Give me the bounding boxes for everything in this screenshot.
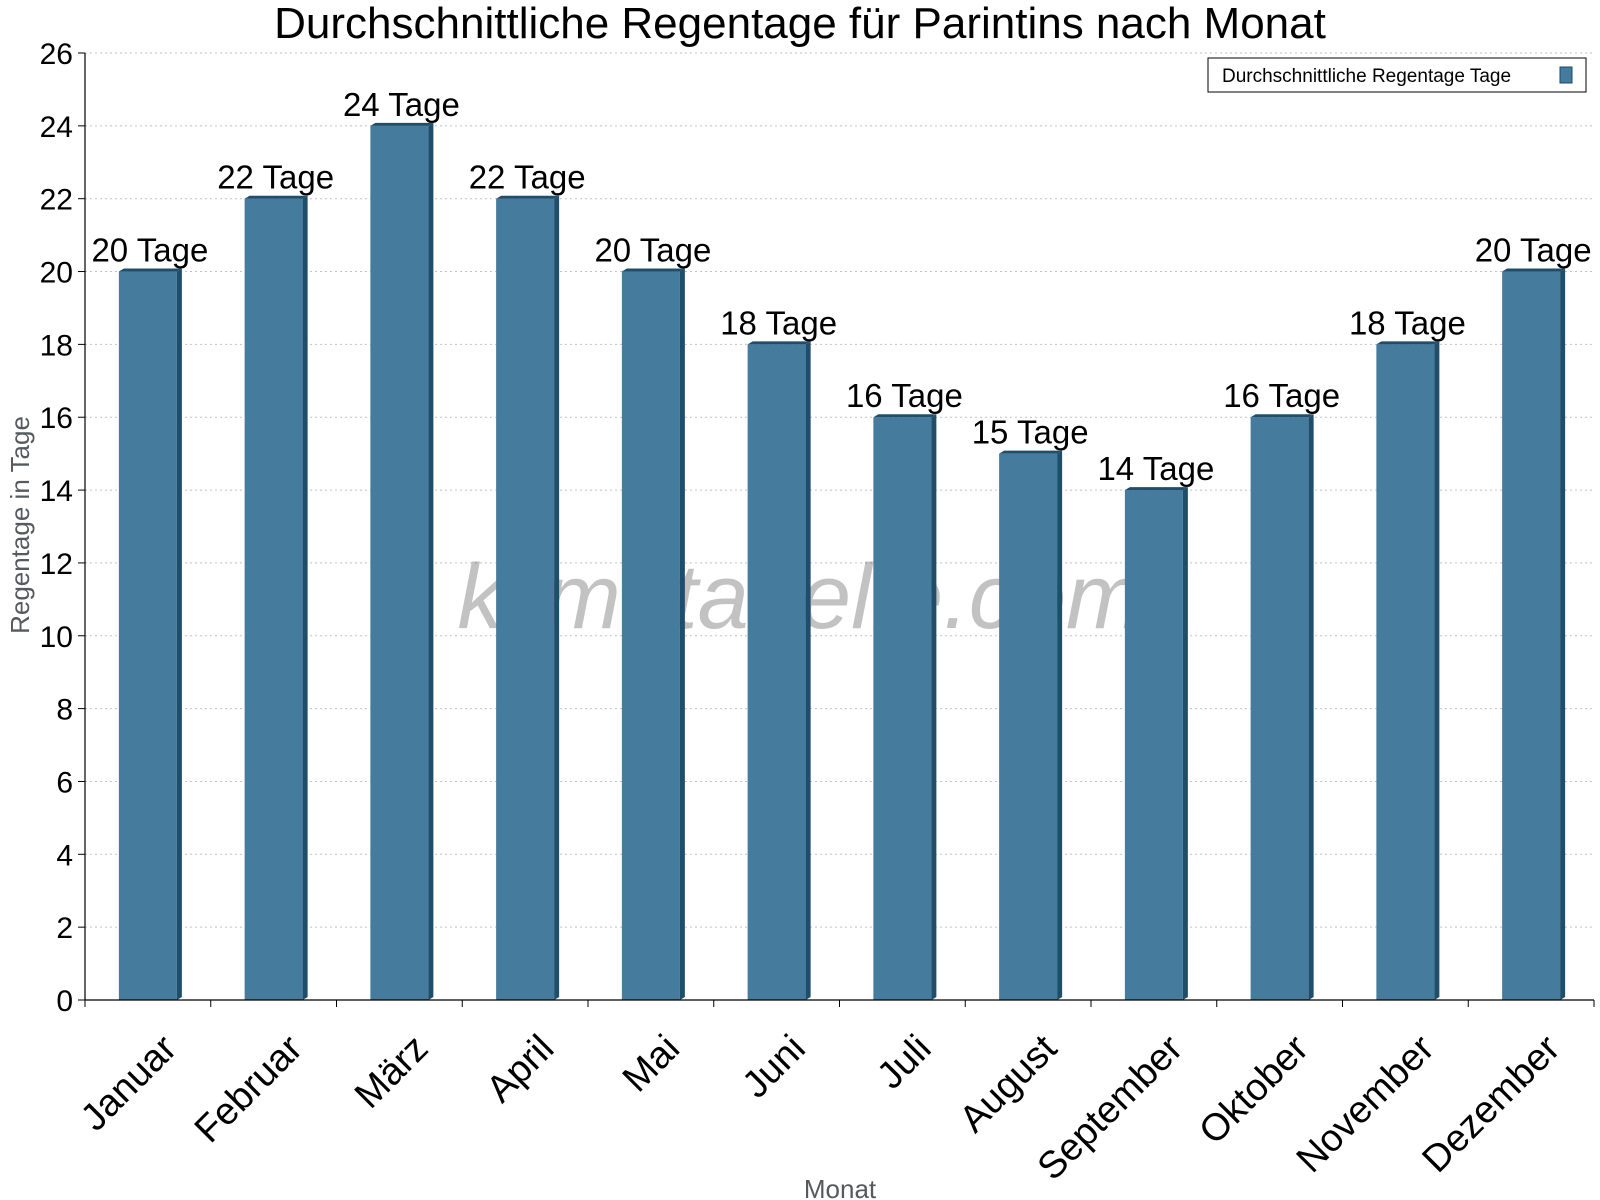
bar — [370, 125, 429, 1001]
data-label: 22 Tage — [469, 159, 586, 196]
x-tick-label: Dezember — [1415, 1027, 1569, 1181]
data-label: 15 Tage — [972, 414, 1089, 451]
data-label: 16 Tage — [1223, 377, 1340, 414]
bar-side — [1434, 341, 1440, 1000]
y-tick-label: 4 — [56, 839, 73, 872]
bar — [1250, 417, 1309, 1000]
bars — [118, 122, 1566, 1001]
bar — [244, 198, 303, 1000]
y-tick-label: 22 — [40, 184, 73, 217]
data-label: 20 Tage — [1475, 232, 1592, 269]
legend-box — [1207, 57, 1587, 93]
data-label: 24 Tage — [343, 86, 460, 123]
bar — [621, 271, 680, 1000]
x-tick-label: Januar — [73, 1027, 185, 1139]
x-tick-label: Juni — [735, 1027, 814, 1106]
y-tick-label: 6 — [56, 766, 73, 799]
x-axis-label: Monat — [804, 1174, 877, 1200]
data-label: 18 Tage — [1349, 304, 1466, 341]
bar-side — [1057, 450, 1063, 1001]
bar-side — [1182, 487, 1188, 1001]
bar-top — [621, 268, 685, 272]
bar-top — [370, 122, 434, 126]
bar-side — [302, 195, 308, 1000]
x-tick-label: März — [347, 1027, 436, 1116]
legend: Durchschnittliche Regentage Tage — [1207, 57, 1587, 93]
data-label: 14 Tage — [1097, 450, 1214, 487]
data-label: 20 Tage — [91, 232, 208, 269]
y-tick-label: 24 — [40, 111, 73, 144]
bar — [1502, 271, 1561, 1000]
x-tick-label: Februar — [187, 1027, 311, 1151]
legend-label: Durchschnittliche Regentage Tage — [1222, 66, 1511, 87]
x-tick-label: Oktober — [1191, 1027, 1317, 1153]
y-tick-label: 26 — [40, 38, 73, 71]
chart-title: Durchschnittliche Regentage für Parintin… — [274, 0, 1326, 48]
gridlines — [85, 52, 1594, 928]
y-tick-label: 2 — [56, 912, 73, 945]
x-tick-label: Mai — [615, 1027, 688, 1100]
bar-top — [873, 414, 937, 418]
bar — [999, 453, 1058, 1001]
bar-side — [931, 414, 937, 1000]
bar-top — [244, 195, 308, 199]
legend-swatch — [1559, 66, 1573, 84]
y-tick-label: 10 — [40, 621, 73, 654]
y-tick-label: 0 — [56, 985, 73, 1018]
x-axis-ticks: Januar Februar März April Mai Juni Juli AugustS… — [73, 1000, 1595, 1188]
bar-top — [1376, 341, 1440, 345]
bar-side — [805, 341, 811, 1000]
bar-top — [496, 195, 560, 199]
x-tick-label: November — [1289, 1027, 1443, 1181]
bar — [1376, 344, 1435, 1000]
bar-side — [176, 268, 182, 1000]
y-tick-label: 16 — [40, 402, 73, 435]
x-tick-label: April — [479, 1027, 562, 1110]
y-tick-label: 8 — [56, 694, 73, 727]
data-label: 18 Tage — [720, 304, 837, 341]
bar — [118, 271, 177, 1000]
bar — [747, 344, 806, 1000]
bar — [873, 417, 932, 1000]
x-tick-label: Juli — [869, 1027, 939, 1097]
data-label: 22 Tage — [217, 159, 334, 196]
bar-side — [554, 195, 560, 1000]
data-label: 20 Tage — [594, 232, 711, 269]
bar-top — [1502, 268, 1566, 272]
bar-side — [1308, 414, 1314, 1000]
y-tick-label: 14 — [40, 475, 73, 508]
bar-top — [747, 341, 811, 345]
bar-top — [999, 450, 1063, 454]
data-label: 16 Tage — [846, 377, 963, 414]
bar-top — [1250, 414, 1314, 418]
bar-top — [1124, 487, 1188, 491]
y-tick-label: 12 — [40, 548, 73, 581]
bar-side — [1560, 268, 1566, 1000]
bar-side — [679, 268, 685, 1000]
bar-side — [428, 122, 434, 1001]
x-tick-label: August — [952, 1027, 1066, 1141]
bar — [496, 198, 555, 1000]
y-axis-label: Regentage in Tage — [5, 416, 35, 634]
bar-top — [118, 268, 182, 272]
bar — [1124, 490, 1183, 1000]
y-tick-label: 20 — [40, 257, 73, 290]
y-tick-label: 18 — [40, 329, 73, 362]
